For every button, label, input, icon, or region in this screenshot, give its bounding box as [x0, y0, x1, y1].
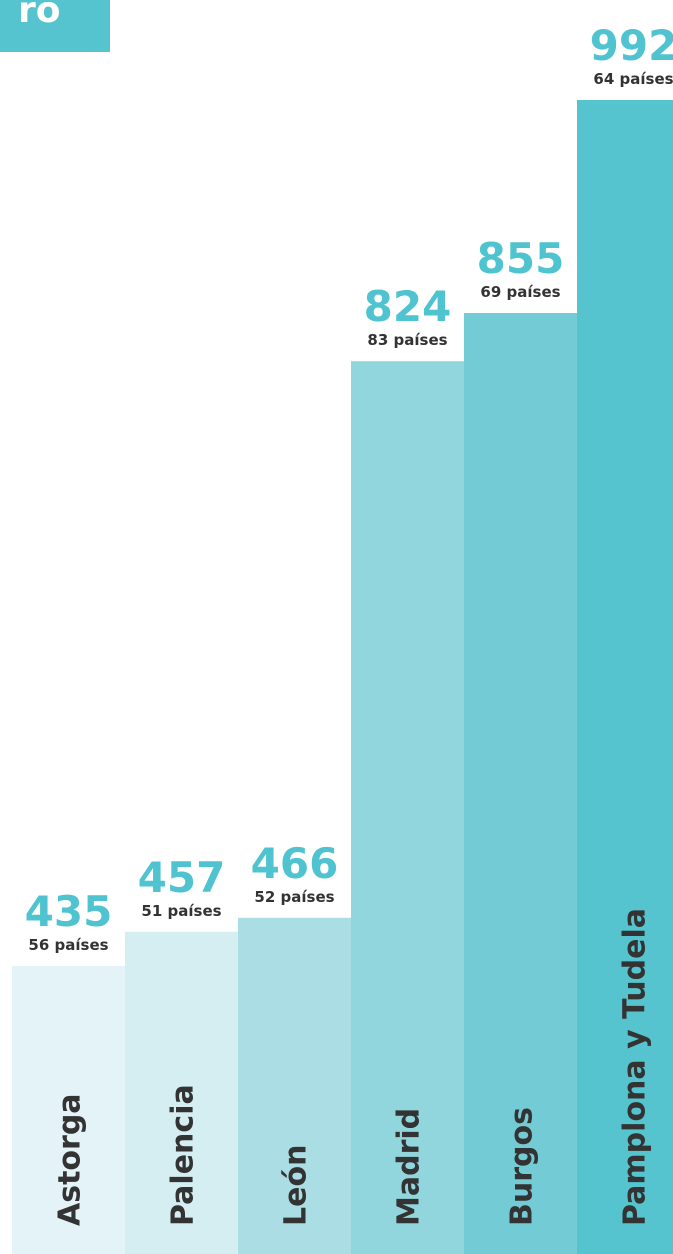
- sublabel: 64 países: [593, 70, 673, 88]
- value-label: 824: [364, 282, 452, 331]
- value-label: 466: [251, 839, 339, 888]
- value-label: 435: [25, 887, 113, 936]
- category-label: Burgos: [505, 1107, 540, 1226]
- chart-title: ro: [18, 0, 61, 31]
- bar: [351, 361, 465, 1254]
- sublabel: 52 países: [254, 888, 334, 906]
- bar: [12, 966, 126, 1254]
- bar: [577, 100, 673, 1254]
- value-label: 457: [138, 853, 226, 902]
- title-box: [0, 0, 110, 52]
- category-label: Pamplona y Tudela: [618, 908, 653, 1226]
- bar: [464, 313, 578, 1254]
- category-label: Astorga: [53, 1093, 88, 1226]
- category-label: Madrid: [392, 1108, 427, 1226]
- category-label: Palencia: [166, 1084, 201, 1226]
- sublabel: 51 países: [141, 902, 221, 920]
- category-label: León: [279, 1145, 314, 1226]
- value-label: 855: [477, 234, 565, 283]
- sublabel: 69 países: [480, 283, 560, 301]
- bar: [125, 931, 239, 1254]
- sublabel: 83 países: [367, 331, 447, 349]
- sublabel: 56 países: [28, 936, 108, 954]
- bar: [238, 917, 352, 1254]
- value-label: 992: [590, 21, 673, 70]
